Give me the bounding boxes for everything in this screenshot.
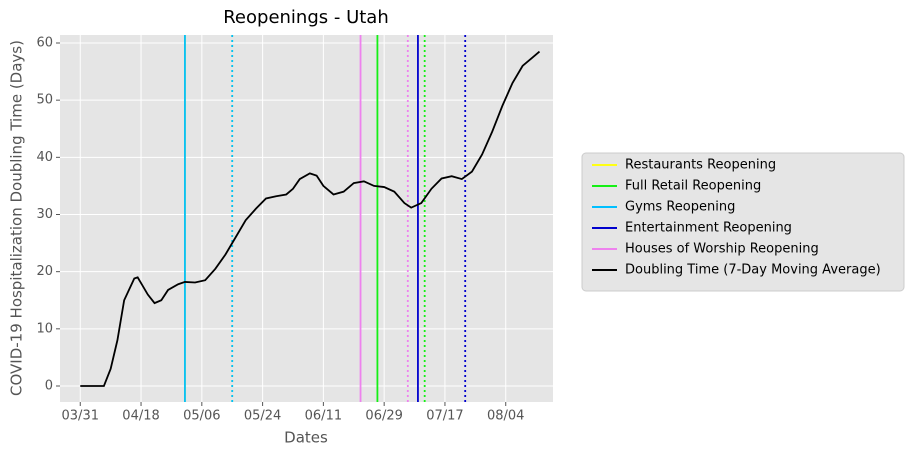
x-tick-label: 08/04 — [487, 409, 524, 424]
chart-title: Reopenings - Utah — [223, 7, 389, 28]
y-tick-label: 20 — [36, 264, 53, 279]
y-tick-label: 10 — [36, 321, 53, 336]
y-tick-label: 30 — [36, 207, 53, 222]
y-tick-label: 40 — [36, 150, 53, 165]
x-tick-label: 04/18 — [122, 409, 159, 424]
legend-label: Full Retail Reopening — [625, 179, 761, 194]
x-axis-label: Dates — [284, 429, 328, 447]
x-tick-label: 05/06 — [183, 409, 220, 424]
x-tick-label: 03/31 — [62, 409, 99, 424]
x-tick-label: 06/11 — [305, 409, 342, 424]
x-tick-label: 05/24 — [244, 409, 281, 424]
y-tick-label: 0 — [45, 378, 53, 393]
legend-label: Entertainment Reopening — [625, 221, 792, 236]
y-axis-label: COVID-19 Hospitalization Doubling Time (… — [8, 40, 26, 396]
legend-label: Restaurants Reopening — [625, 158, 776, 173]
x-tick-label: 06/29 — [365, 409, 402, 424]
data-line — [80, 50, 541, 387]
legend-label: Houses of Worship Reopening — [625, 242, 819, 257]
x-tick-label: 07/17 — [426, 409, 463, 424]
legend-label: Doubling Time (7-Day Moving Average) — [625, 263, 881, 278]
y-tick-label: 50 — [36, 93, 53, 108]
y-tick-label: 60 — [36, 36, 53, 51]
legend-box — [581, 152, 905, 292]
legend-label: Gyms Reopening — [625, 200, 735, 215]
plot-area — [60, 35, 553, 402]
